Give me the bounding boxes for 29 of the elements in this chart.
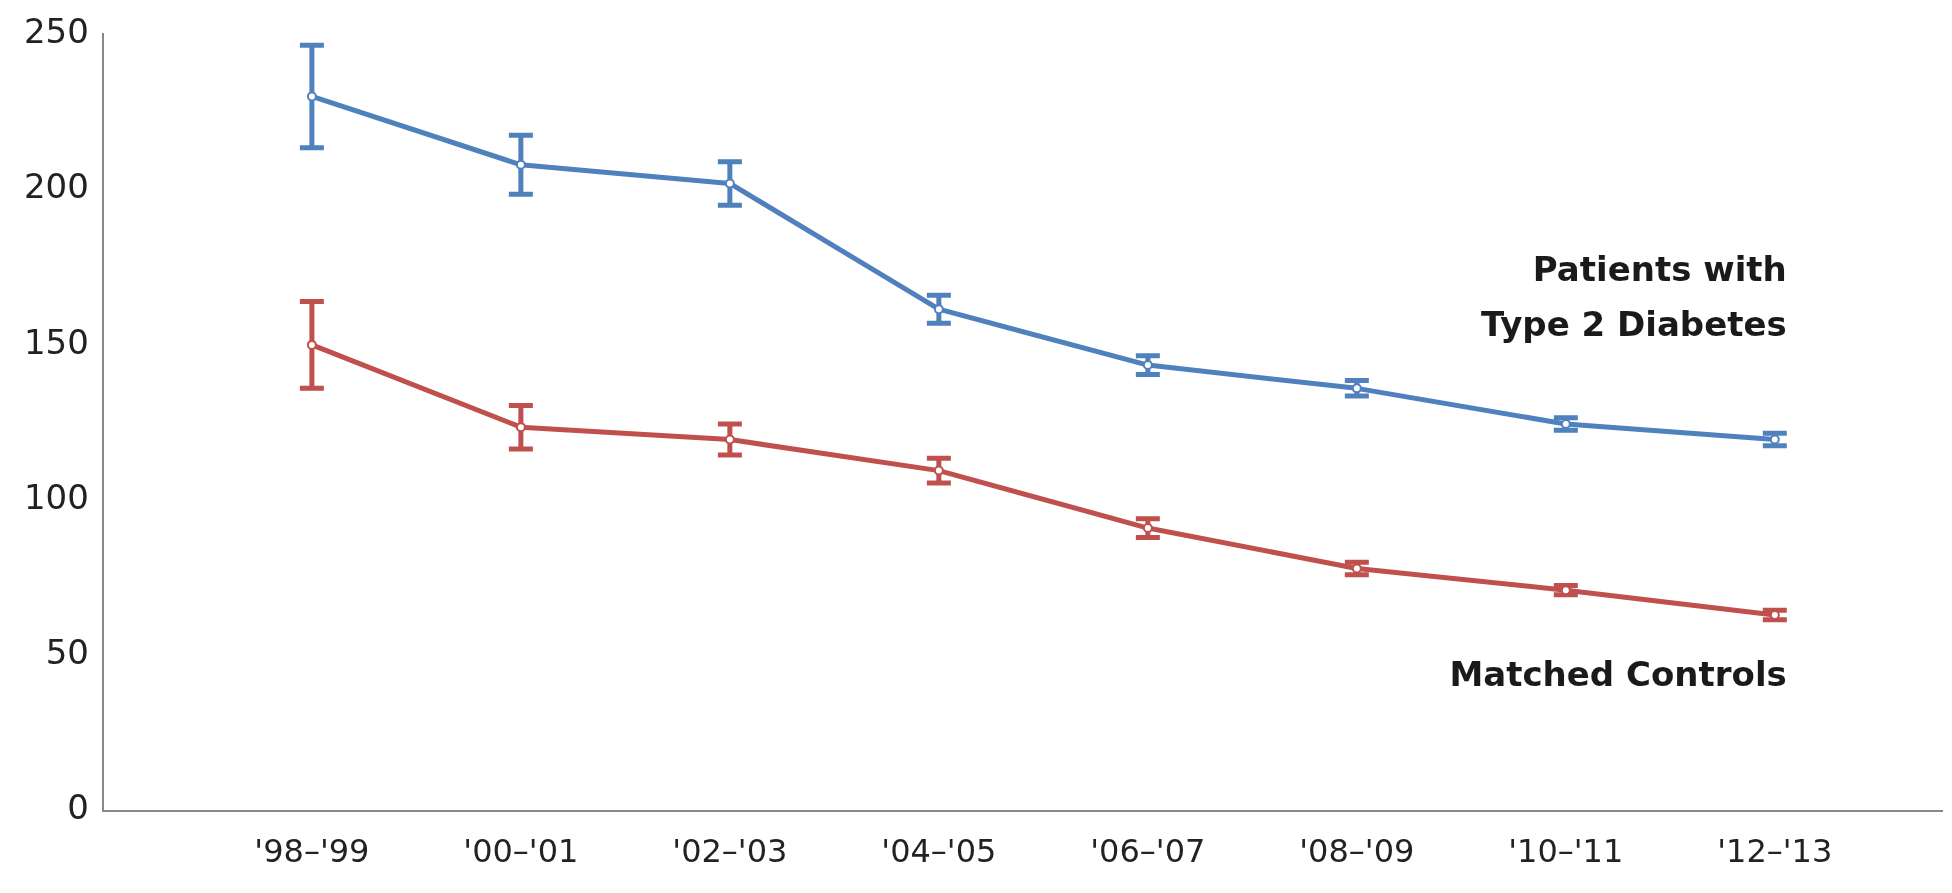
series-label: Matched Controls (1449, 653, 1787, 694)
x-tick-label: '00–'01 (463, 832, 579, 871)
x-tick-label: '98–'99 (254, 832, 370, 871)
point (1142, 523, 1153, 534)
point (1351, 563, 1362, 574)
point (1769, 434, 1780, 445)
point (1142, 360, 1153, 371)
point (724, 434, 735, 445)
x-tick-label: '02–'03 (672, 832, 788, 871)
point (933, 465, 944, 476)
x-tick-label: '12–'13 (1717, 832, 1833, 871)
point (306, 91, 317, 102)
y-tick-label: 100 (23, 476, 89, 517)
y-tick-label: 150 (23, 321, 89, 362)
point (933, 304, 944, 315)
x-tick-label: '06–'07 (1090, 832, 1206, 871)
x-tick-label: '04–'05 (881, 832, 997, 871)
point (306, 339, 317, 350)
point (724, 178, 735, 189)
y-tick-label: 200 (23, 166, 89, 207)
y-tick-label: 250 (23, 11, 89, 52)
point (515, 159, 526, 170)
point (515, 422, 526, 433)
y-tick-label: 0 (67, 787, 89, 828)
point (1351, 383, 1362, 394)
x-tick-label: '10–'11 (1508, 832, 1624, 871)
x-tick-label: '08–'09 (1299, 832, 1415, 871)
series-label: Patients with Type 2 Diabetes (1480, 249, 1787, 345)
y-tick-label: 50 (45, 632, 89, 673)
